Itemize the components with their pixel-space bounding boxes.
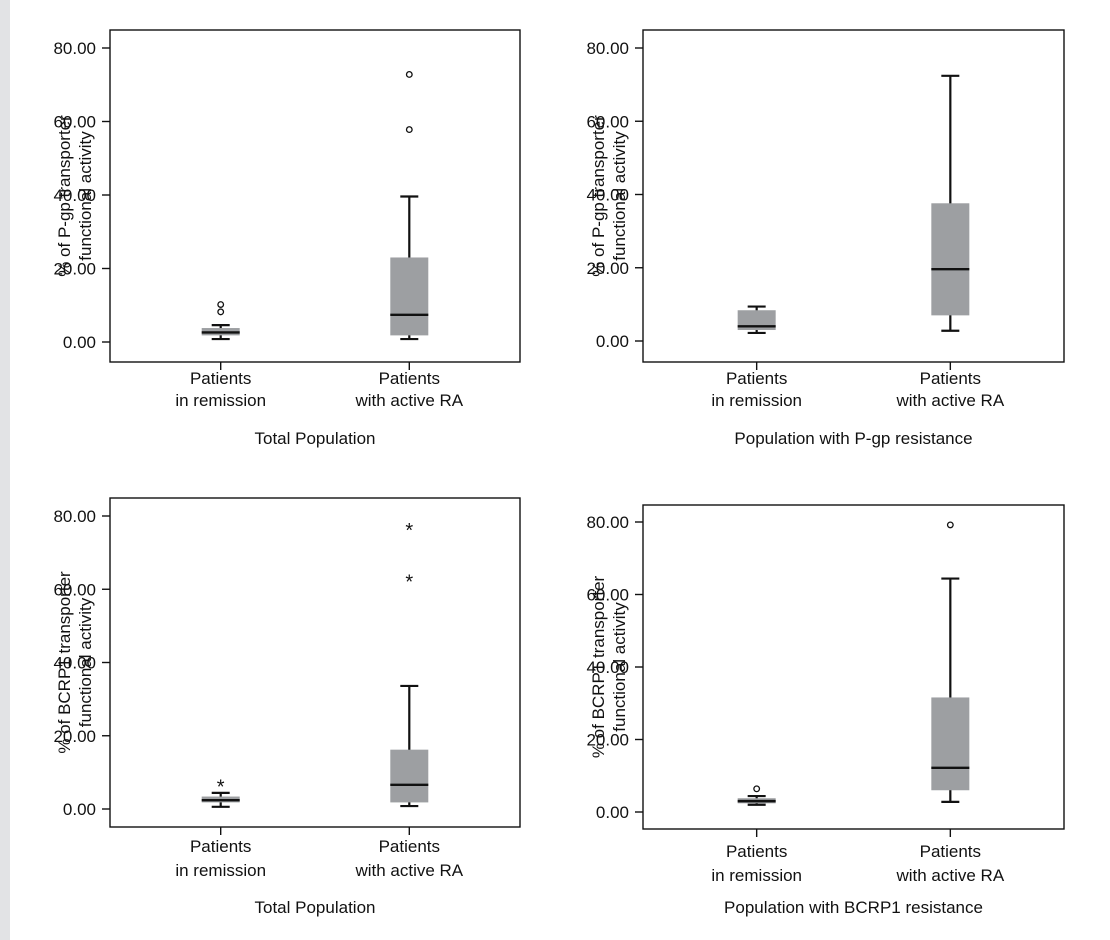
category-label: in remission [175, 391, 266, 410]
y-tick-label: 40.00 [53, 186, 96, 205]
category-label: Patients [379, 369, 440, 388]
y-tick-label: 0.00 [63, 800, 96, 819]
outlier-circle [217, 308, 225, 316]
iqr-box [390, 749, 429, 803]
outlier-star: * [405, 571, 413, 593]
category-label: in remission [711, 391, 802, 410]
y-axis-label: % of P-gp transporter functional activity [589, 115, 629, 277]
y-axis-label-line: functional activity [610, 602, 629, 732]
figure-panel [10, 0, 1110, 940]
category-label: with active RA [354, 861, 463, 880]
y-axis-label: % of P-gp transporter functional activity [55, 115, 95, 277]
iqr-box [931, 697, 970, 791]
outlier-circle [405, 71, 413, 78]
y-axis-label-line: % of BCRP1 transporter [589, 575, 608, 758]
plot-frame [642, 29, 1065, 363]
y-tick-label: 0.00 [63, 333, 96, 352]
iqr-box [931, 203, 970, 316]
x-axis-label: Total Population [255, 429, 376, 448]
box-remission: Patients in remission [711, 305, 802, 410]
y-axis-label-line: functional activity [76, 597, 95, 727]
outlier-circle [405, 126, 413, 134]
outlier-circle [753, 785, 761, 793]
outlier-star: * [405, 520, 413, 542]
y-tick-label: 20.00 [586, 259, 629, 278]
x-axis-label: Population with P-gp resistance [734, 429, 972, 448]
x-axis-label: Total Population [255, 898, 376, 917]
category-label: Patients [190, 837, 251, 856]
y-tick-label: 60.00 [586, 586, 629, 605]
chart-panel-1: 0.00 20.00 40.00 60.00 80.00 % of P-gp transp… [53, 29, 521, 448]
plot-frame [109, 29, 521, 363]
y-tick-label: 80.00 [53, 507, 96, 526]
y-axis-label-line: functional activity [76, 131, 95, 261]
y-tick-label: 20.00 [586, 731, 629, 750]
y-tick-label: 80.00 [586, 39, 629, 58]
category-label: with active RA [895, 866, 1004, 885]
box-active-ra: Patients with active RA [354, 71, 464, 410]
box-remission: Patients in remission [175, 301, 266, 410]
y-tick-label: 60.00 [53, 580, 96, 599]
y-tick-label: 60.00 [53, 113, 96, 132]
box-active-ra: Patients with active RA [895, 521, 1005, 885]
box-remission: * Patients in remission [175, 776, 266, 880]
category-label: Patients [726, 842, 787, 861]
y-axis-label-line: % of P-gp transporter [589, 115, 608, 277]
y-tick-label: 0.00 [596, 332, 629, 351]
plot-frame [109, 497, 521, 828]
box-active-ra: * * Patients with active RA [354, 520, 463, 880]
y-axis-label-line: % of P-gp transporter [55, 115, 74, 277]
y-tick-label: 80.00 [586, 513, 629, 532]
y-tick-label: 20.00 [53, 727, 96, 746]
y-tick-label: 60.00 [586, 112, 629, 131]
y-tick-label: 40.00 [586, 658, 629, 677]
y-axis-label-line: functional activity [610, 131, 629, 261]
iqr-box [390, 257, 429, 336]
outlier-star: * [217, 776, 225, 798]
y-tick-label: 40.00 [53, 654, 96, 673]
y-tick-label: 0.00 [596, 803, 629, 822]
category-label: with active RA [354, 391, 463, 410]
outlier-circle [946, 521, 954, 529]
category-label: in remission [175, 861, 266, 880]
chart-panel-2: 0.00 20.00 40.00 60.00 80.00 % of P-gp transp… [586, 29, 1065, 448]
category-label: Patients [190, 369, 251, 388]
y-axis-label-line: % of BCRP1 transporter [55, 571, 74, 754]
category-label: Patients [726, 369, 787, 388]
y-tick-label: 40.00 [586, 186, 629, 205]
chart-panel-3: 0.00 20.00 40.00 60.00 80.00 % of BCRP1 trans… [53, 497, 521, 917]
box-active-ra: Patients with active RA [895, 74, 1005, 410]
category-label: Patients [379, 837, 440, 856]
iqr-box [737, 310, 776, 331]
x-axis-label: Population with BCRP1 resistance [724, 898, 983, 917]
category-label: Patients [920, 369, 981, 388]
y-tick-label: 20.00 [53, 260, 96, 279]
y-axis-label: % of BCRP1 transporter functional activit… [55, 571, 95, 754]
category-label: Patients [920, 842, 981, 861]
category-label: in remission [711, 866, 802, 885]
chart-panel-4: 0.00 20.00 40.00 60.00 80.00 % of BCRP1 trans… [586, 504, 1065, 917]
plot-frame [642, 504, 1065, 830]
y-axis-label: % of BCRP1 transporter functional activit… [589, 575, 629, 758]
box-remission: Patients in remission [711, 785, 802, 885]
outlier-circle [217, 301, 225, 308]
y-tick-label: 80.00 [53, 39, 96, 58]
category-label: with active RA [895, 391, 1004, 410]
